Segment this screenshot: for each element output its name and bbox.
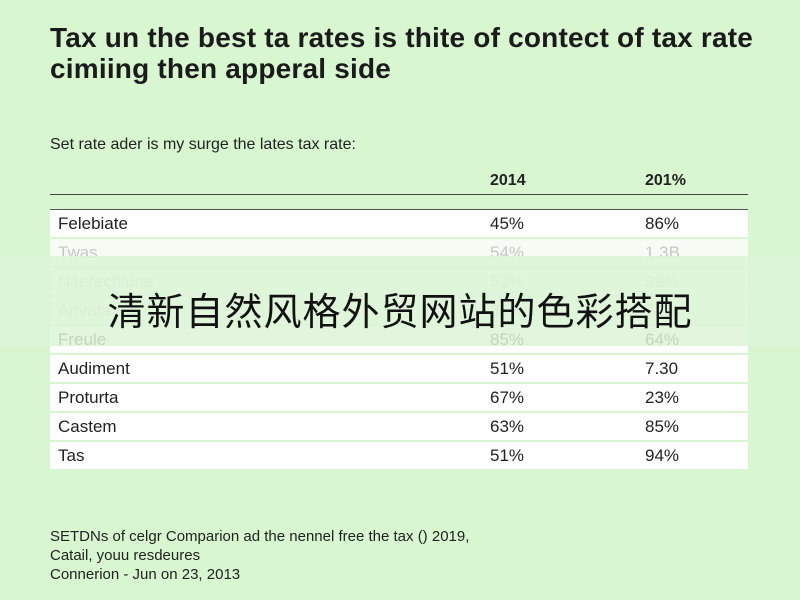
footnote: SETDNs of celgr Comparion ad the nennel …: [50, 527, 770, 584]
footnote-line: SETDNs of celgr Comparion ad the nennel …: [50, 528, 470, 545]
table-header-row: 2014 201%: [50, 166, 748, 195]
row-value-2014: 45%: [490, 214, 525, 233]
header-divider: [50, 195, 748, 210]
column-header-201: 201%: [645, 172, 686, 189]
table-row: Tas 51% 94%: [50, 442, 748, 469]
table-row: Castem 63% 85%: [50, 413, 748, 440]
row-value-201: 23%: [645, 388, 680, 407]
column-header-2014: 2014: [490, 172, 526, 189]
table-row: Felebiate 45% 86%: [50, 210, 748, 237]
row-label: Castem: [58, 417, 117, 436]
table-caption: Set rate ader is my surge the lates tax …: [50, 136, 356, 153]
row-label: Tas: [58, 446, 85, 465]
page-title: Tax un the best ta rates is thite of con…: [50, 22, 754, 84]
table-row: Proturta 67% 23%: [50, 384, 748, 411]
footnote-line: Catail, youu resdeures: [50, 547, 201, 564]
row-value-201: 7.30: [645, 359, 679, 378]
row-value-2014: 51%: [490, 446, 525, 465]
row-value-201: 86%: [645, 214, 680, 233]
row-value-2014: 51%: [490, 359, 525, 378]
overlay-caption: 清新自然风格外贸网站的色彩搭配: [107, 290, 693, 334]
row-value-201: 85%: [645, 417, 680, 436]
row-label: Felebiate: [58, 214, 128, 233]
table-row: Audiment 51% 7.30: [50, 355, 748, 382]
row-value-2014: 67%: [490, 388, 525, 407]
row-value-2014: 63%: [490, 417, 525, 436]
overlay-band: [0, 256, 800, 346]
row-label: Audiment: [58, 359, 130, 378]
row-value-201: 94%: [645, 446, 680, 465]
footnote-line: Connerion - Jun on 23, 2013: [50, 566, 241, 583]
row-label: Proturta: [58, 388, 119, 407]
